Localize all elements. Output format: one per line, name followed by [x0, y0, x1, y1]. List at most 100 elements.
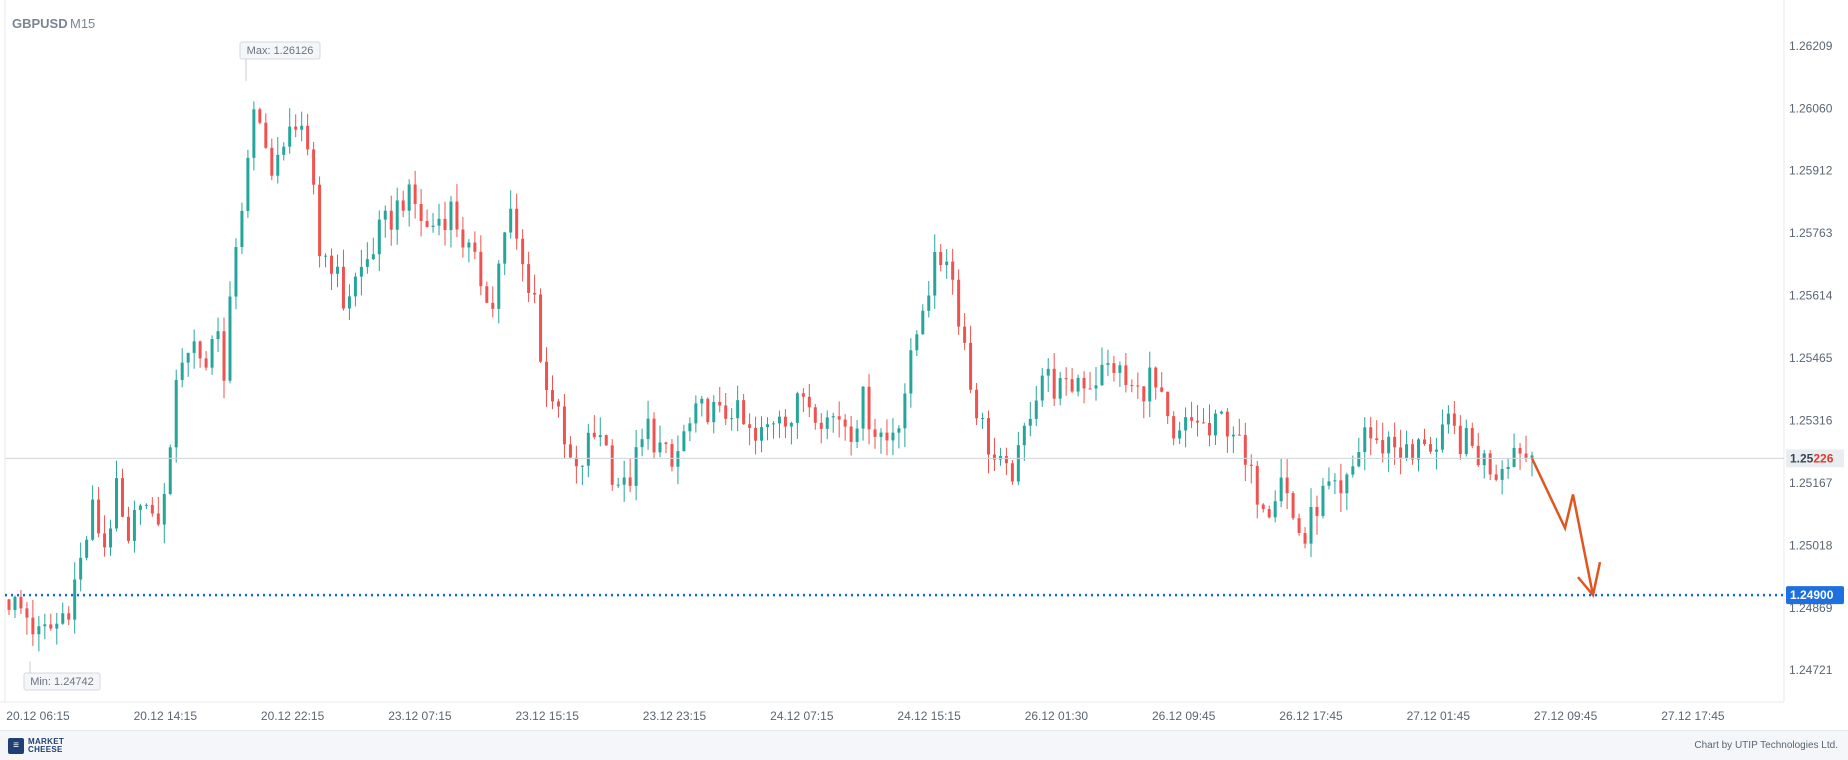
candle-body [174, 379, 178, 448]
candle-body [1052, 368, 1056, 399]
candle-body [777, 416, 781, 424]
forecast-arrow [1530, 457, 1595, 596]
candle-body [246, 157, 250, 211]
x-tick-label: 26.12 09:45 [1152, 709, 1216, 723]
x-tick-label: 27.12 01:45 [1407, 709, 1471, 723]
candle-body [1219, 411, 1223, 414]
candle-body [706, 398, 710, 423]
candle-body [115, 478, 119, 529]
candle-body [1064, 378, 1068, 380]
candle-body [1387, 436, 1391, 454]
candle-body [383, 210, 387, 220]
candle-body [1237, 434, 1241, 436]
x-tick-label: 23.12 15:15 [515, 709, 579, 723]
candle-body [795, 393, 799, 423]
candle-body [1297, 518, 1301, 533]
candle-body [1482, 453, 1486, 466]
y-tick-label: 1.26060 [1789, 102, 1833, 116]
price-chart[interactable]: GBPUSD M15 1.25226 1.24900 Max: 1.26126 Min… [0, 0, 1848, 730]
candle-body [616, 484, 620, 486]
candle-body [574, 457, 578, 467]
candle-body [1279, 477, 1283, 502]
candle-body [879, 432, 883, 437]
candle-body [975, 389, 979, 419]
candle-body [168, 447, 172, 494]
candle-body [1476, 445, 1480, 466]
max-marker-box [239, 41, 321, 60]
candle-body [957, 279, 961, 327]
target-level-tag [1786, 586, 1844, 605]
candle-body [521, 238, 525, 265]
candle-body [1422, 439, 1426, 445]
candle-body [676, 451, 680, 467]
logo-text-line2: CHEESE [28, 745, 63, 754]
candle-body [467, 242, 471, 248]
candle-body [109, 528, 113, 548]
candle-body [921, 310, 925, 335]
y-tick-label: 1.25763 [1789, 226, 1833, 240]
candle-body [1034, 400, 1038, 419]
candle-body [801, 393, 805, 397]
candle-body [1184, 417, 1188, 431]
x-tick-label: 27.12 09:45 [1534, 709, 1598, 723]
candle-body [831, 416, 835, 418]
candle-body [873, 429, 877, 437]
candle-body [592, 432, 596, 438]
logo-icon: ≡ [8, 738, 24, 754]
candle-body [951, 261, 955, 280]
candle-body [712, 401, 716, 423]
candle-body [234, 247, 238, 297]
candle-body [204, 358, 208, 368]
brand-logo[interactable]: ≡ MARKET CHEESE [8, 737, 88, 755]
candle-body [1291, 493, 1295, 519]
candle-body [19, 596, 23, 609]
candle-body [855, 428, 859, 442]
candle-body [97, 499, 101, 534]
candle-body [312, 149, 316, 185]
candle-body [335, 266, 339, 274]
candle-body [1249, 464, 1253, 466]
candle-body [132, 509, 136, 541]
candle-body [819, 422, 823, 429]
candle-body [347, 296, 351, 309]
candle-body [509, 208, 513, 233]
candle-body [1327, 481, 1331, 486]
candle-body [891, 432, 895, 441]
candle-body [885, 432, 889, 441]
candle-body [700, 398, 704, 404]
candle-body [628, 477, 632, 486]
candle-body [497, 263, 501, 309]
y-tick-label: 1.25614 [1789, 289, 1833, 303]
candle-body [1303, 532, 1307, 544]
candle-body [1082, 377, 1086, 389]
candle-body [1309, 507, 1313, 544]
x-tick-label: 26.12 17:45 [1279, 709, 1343, 723]
candle-body [1148, 367, 1152, 402]
candle-body [31, 617, 35, 635]
candle-body [210, 339, 214, 368]
candle-body [25, 608, 29, 618]
candle-body [103, 533, 107, 548]
candle-body [365, 259, 369, 267]
candle-body [568, 444, 572, 458]
candle-body [1172, 416, 1176, 439]
candle-body [622, 477, 626, 485]
y-tick-label: 1.24721 [1789, 663, 1833, 677]
candle-body [610, 445, 614, 485]
candle-body [813, 407, 817, 423]
y-tick-label: 1.25018 [1789, 539, 1833, 553]
x-tick-label: 20.12 22:15 [261, 709, 325, 723]
candle-body [963, 326, 967, 343]
x-tick-label: 24.12 15:15 [897, 709, 961, 723]
candle-body [1530, 455, 1534, 458]
candle-body [443, 218, 447, 231]
candle-body [55, 623, 59, 629]
candle-body [807, 396, 811, 408]
candle-body [1058, 378, 1062, 399]
x-tick-label: 27.12 17:45 [1661, 709, 1725, 723]
candle-body [1160, 387, 1164, 392]
candle-body [1524, 453, 1528, 458]
candle-body [1136, 385, 1140, 387]
candle-body [1094, 385, 1098, 389]
